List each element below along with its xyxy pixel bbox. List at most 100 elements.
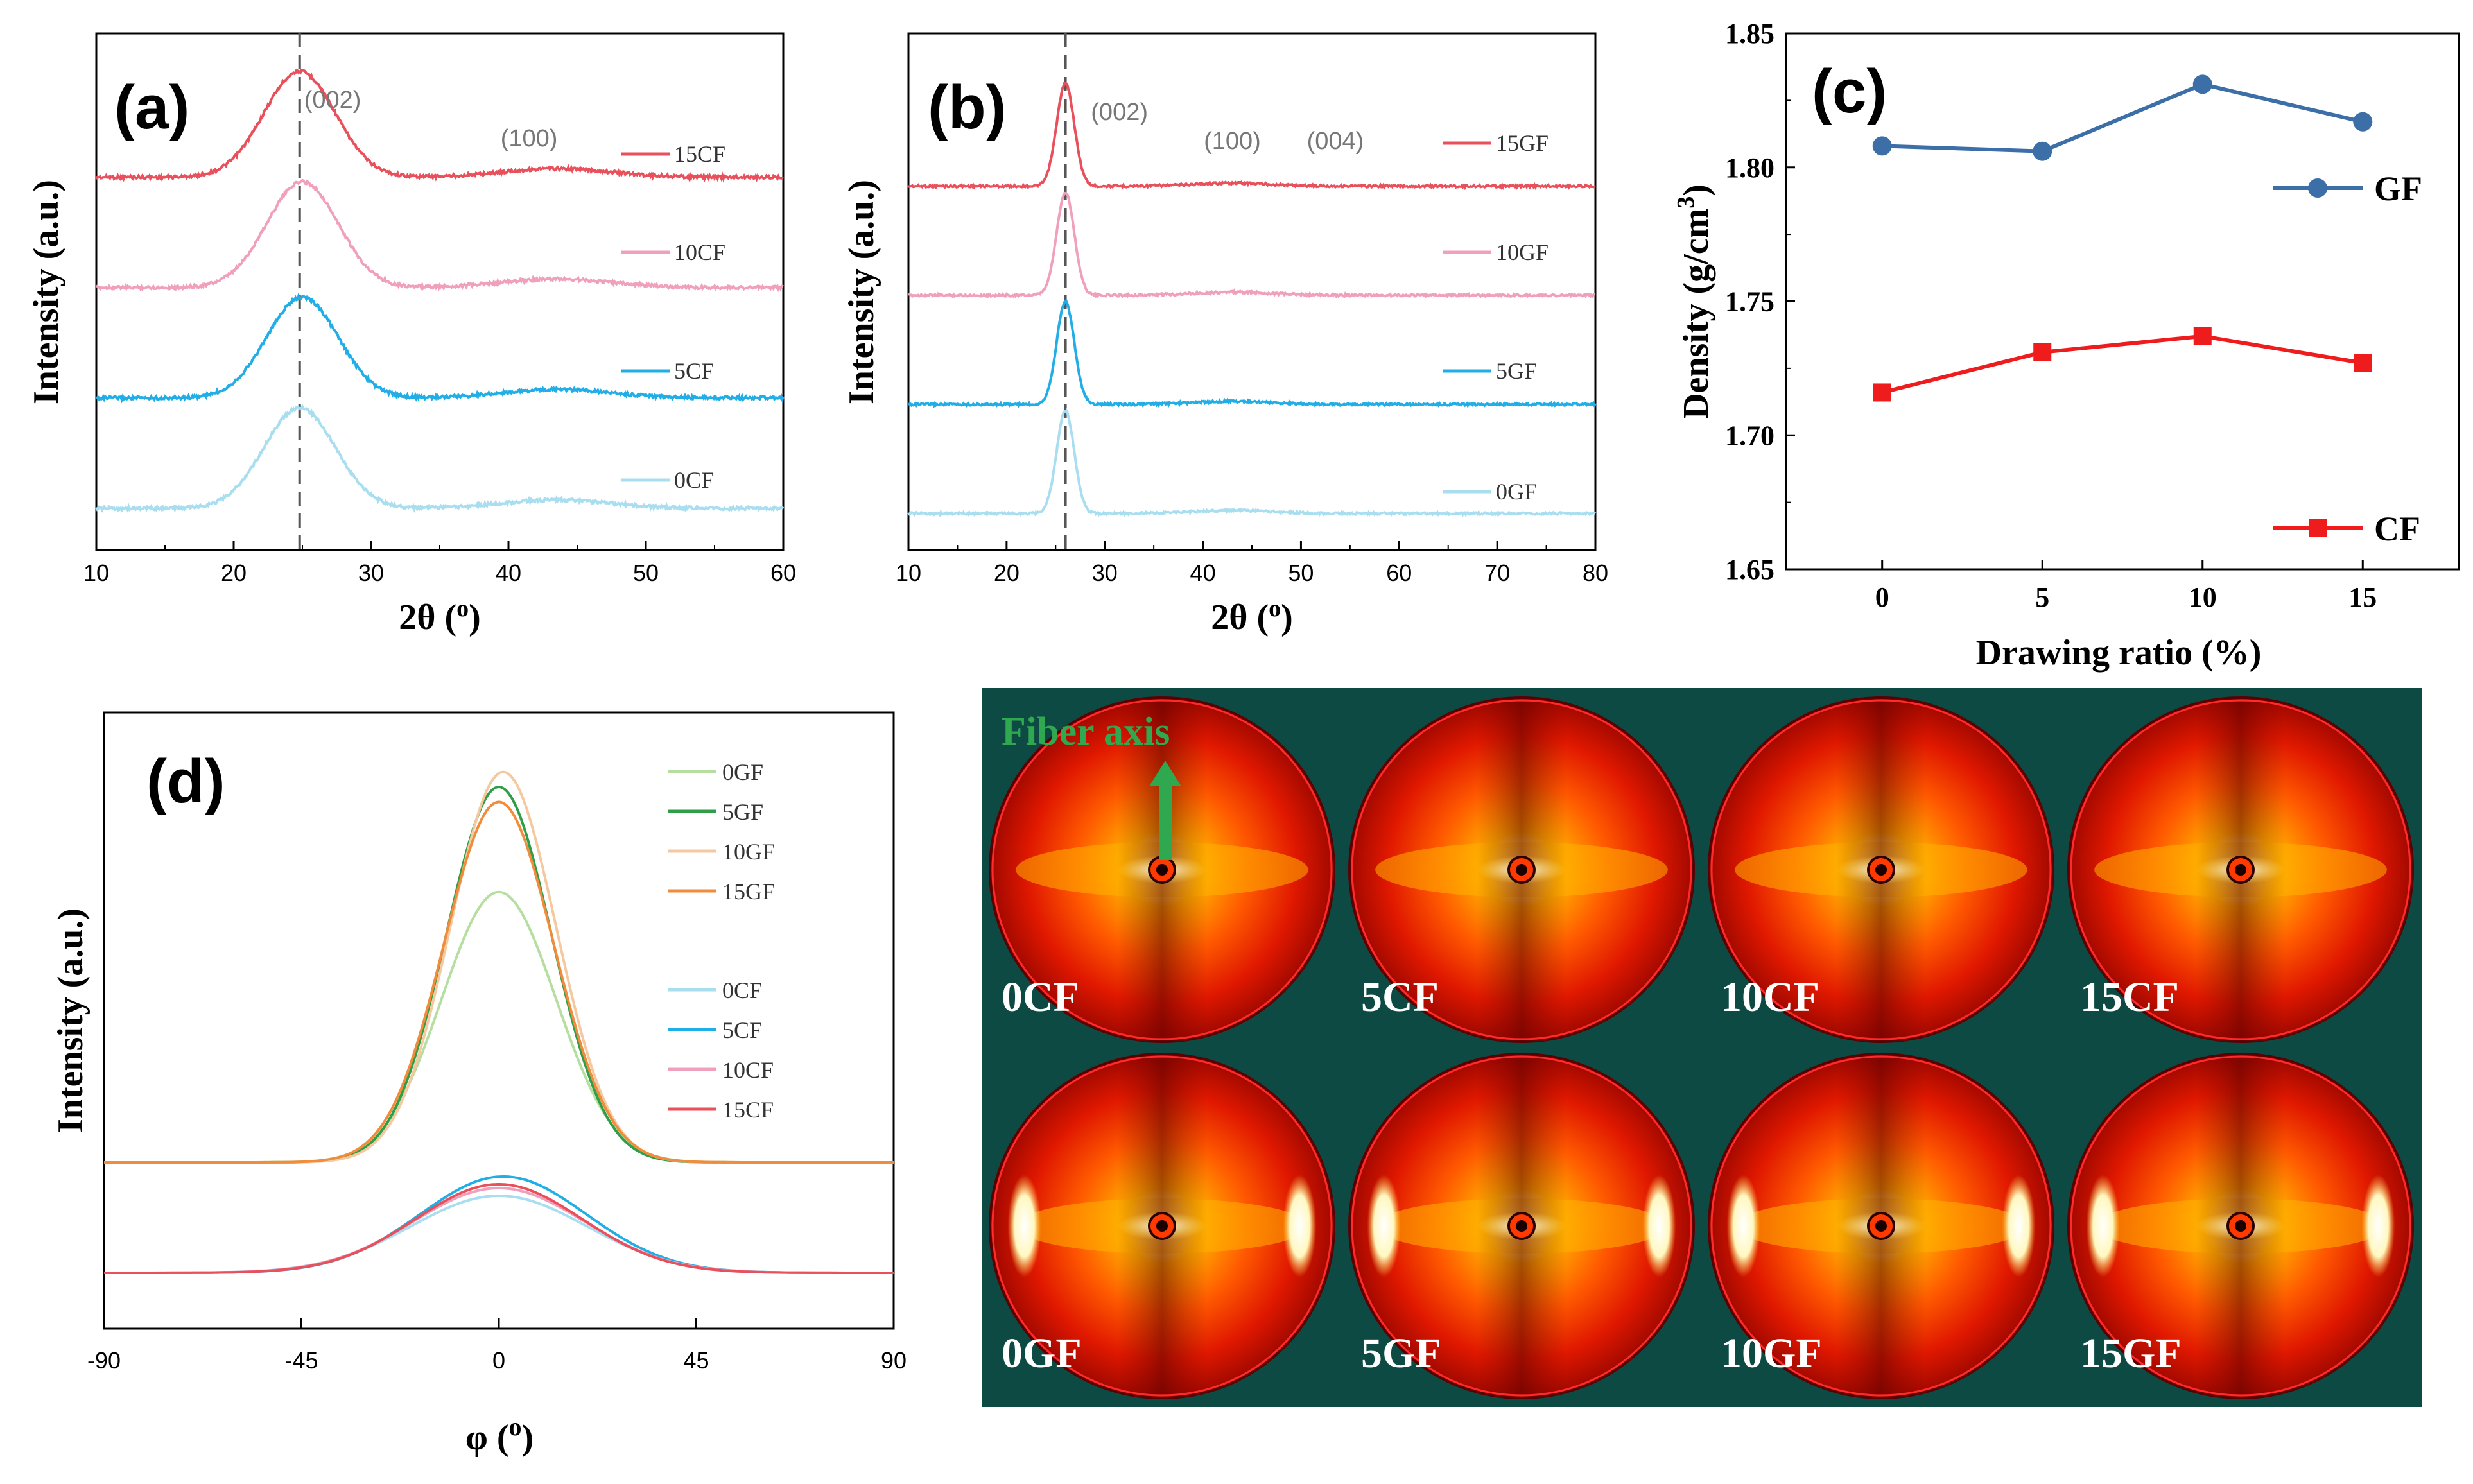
- x-tick-label: -90: [87, 1347, 121, 1374]
- series-line-0CF: [104, 1195, 894, 1274]
- pattern-label-10GF: 10GF: [1721, 1330, 1822, 1377]
- legend-label-5CF: 5CF: [722, 1017, 762, 1043]
- pattern-label-0GF: 0GF: [1002, 1330, 1082, 1377]
- x-tick-label: 50: [1288, 560, 1314, 586]
- y-axis-title-a: Intensity (a.u.): [26, 180, 66, 404]
- panel-label-a: (a): [114, 73, 189, 142]
- pattern-edge: [1708, 696, 2054, 1043]
- panel-d: (d) -90 -45 0 45 90 0GF 5GF 10GF 15GF 0CF 5CF 10CF…: [51, 711, 907, 1458]
- series-lines-a: [95, 68, 785, 513]
- saxs-image-grid: 0CF 5CF 10CF 15CF 0GF 5GF 10GF 15GF Fiber axis: [982, 688, 2422, 1407]
- beam-stop: [1156, 1220, 1168, 1232]
- equatorial-arc-left: [1367, 1175, 1401, 1277]
- panel-b: (b) 10 20 30 40 50 60 70 80 (002) (100) (004) 15G…: [842, 32, 1608, 637]
- x-tick-label: 10: [896, 560, 921, 586]
- equatorial-arc-left: [1726, 1175, 1760, 1277]
- series-line-0CF: [95, 403, 785, 513]
- y-axis-title-c-main: Density (g/cm: [1676, 209, 1716, 419]
- x-tick-label: 50: [633, 560, 659, 586]
- pattern-edge: [2067, 696, 2414, 1043]
- peak-labels-a: (002) (100): [304, 87, 558, 152]
- x-tick-label: 15: [2348, 582, 2377, 613]
- x-tick-label: 40: [496, 560, 521, 586]
- detector-ring: [2070, 1055, 2411, 1397]
- x-ticks-d: -90 -45 0 45 90: [87, 1318, 907, 1374]
- x-tick-label: 10: [2189, 582, 2217, 613]
- y-axis-title-d: Intensity (a.u.): [51, 908, 91, 1133]
- peak-label: (100): [501, 125, 558, 152]
- equatorial-arc-left: [2086, 1175, 2120, 1277]
- detector-ring: [1351, 1055, 1692, 1397]
- axis-ticks-c: 0 5 10 15 1.65 1.70 1.75 1.80 1.85: [1725, 18, 2377, 613]
- x-tick-label: 0: [1875, 582, 1889, 613]
- series-line-15CF: [95, 68, 784, 183]
- x-tick-label: 80: [1583, 560, 1608, 586]
- equatorial-arc-right: [1642, 1175, 1676, 1277]
- detector-ring: [1710, 699, 2052, 1040]
- x-tick-label: 0: [492, 1347, 505, 1374]
- y-tick-label: 1.65: [1725, 554, 1774, 585]
- x-tick-label: 30: [1092, 560, 1118, 586]
- legend-label-5GF: 5GF: [1496, 358, 1537, 384]
- panel-a: (a) 10 20 30 40 50 60 (002) (100) 15CF 10CF 5CF 0…: [26, 32, 796, 637]
- pattern-edge: [1348, 1053, 1695, 1399]
- beam-stop: [1875, 1220, 1887, 1232]
- detector-ring: [991, 699, 1333, 1040]
- x-tick-label: 5: [2035, 582, 2049, 613]
- legend-a: 15CF 10CF 5CF 0CF: [621, 141, 725, 493]
- data-point-GF: [2192, 74, 2212, 94]
- data-point-CF: [2193, 327, 2212, 345]
- data-point-GF: [2033, 141, 2052, 161]
- detector-ring: [1351, 699, 1692, 1040]
- series-line-15GF: [907, 81, 1596, 191]
- series-line-10CF: [96, 178, 784, 293]
- series-line-5CF: [96, 292, 785, 404]
- saxs-pattern-10GF: 10GF: [1708, 1053, 2054, 1399]
- legend-label-15GF: 15GF: [722, 879, 775, 904]
- x-tick-label: 60: [1386, 560, 1412, 586]
- series-line-5CF: [104, 1175, 894, 1274]
- saxs-pattern-5CF: 5CF: [1348, 696, 1695, 1043]
- equatorial-arc-right: [2002, 1175, 2036, 1277]
- x-ticks-b: 10 20 30 40 50 60 70 80: [896, 541, 1608, 586]
- y-tick-label: 1.85: [1725, 18, 1774, 49]
- legend-label-10GF: 10GF: [722, 839, 775, 865]
- saxs-pattern-0GF: 0GF: [989, 1053, 1335, 1399]
- saxs-pattern-15GF: 15GF: [2067, 1053, 2414, 1399]
- y-tick-label: 1.80: [1725, 152, 1774, 184]
- legend-label-10CF: 10CF: [722, 1057, 774, 1083]
- series-line-15GF: [104, 800, 894, 1164]
- series-line-15CF: [104, 1183, 894, 1274]
- beam-stop: [1516, 1220, 1527, 1232]
- beam-stop: [1156, 864, 1168, 876]
- x-axis-title-a: 2θ (o): [399, 595, 481, 637]
- equatorial-arc-right: [1283, 1175, 1317, 1277]
- peak-label: (002): [1091, 99, 1148, 126]
- x-ticks-a: 10 20 30 40 50 60: [83, 541, 796, 586]
- series-line-5GF: [908, 300, 1597, 409]
- panel-c: (c) 0 5 10 15 1.65 1.70 1.75 1.80 1.85 GF CF Draw…: [1672, 18, 2460, 673]
- peak-label: (100): [1204, 128, 1261, 155]
- pattern-edge: [2067, 1053, 2414, 1399]
- pattern-label-0CF: 0CF: [1002, 974, 1079, 1021]
- legend-label-10CF: 10CF: [674, 239, 725, 265]
- x-tick-label: 20: [221, 560, 247, 586]
- legend-label-CF: CF: [2374, 510, 2420, 548]
- pattern-edge: [989, 696, 1335, 1043]
- legend-label-10GF: 10GF: [1496, 239, 1549, 265]
- y-axis-title-c-end: ): [1676, 184, 1716, 196]
- detector-ring: [2070, 699, 2411, 1040]
- fiber-axis-arrow-head: [1149, 761, 1181, 786]
- legend-label-5CF: 5CF: [674, 358, 714, 384]
- pattern-label-5CF: 5CF: [1361, 974, 1439, 1021]
- series-lines-d: [104, 770, 894, 1274]
- data-point-CF: [1873, 383, 1891, 402]
- series-lines-b: [907, 81, 1597, 517]
- x-tick-label: -45: [284, 1347, 318, 1374]
- pattern-label-15GF: 15GF: [2080, 1330, 2182, 1377]
- saxs-pattern-10CF: 10CF: [1708, 696, 2054, 1043]
- pattern-edge: [1348, 696, 1695, 1043]
- saxs-cells: 0CF 5CF 10CF 15CF 0GF 5GF 10GF 15GF: [989, 696, 2414, 1399]
- x-tick-label: 20: [994, 560, 1020, 586]
- panel-label-d: (d): [146, 747, 225, 816]
